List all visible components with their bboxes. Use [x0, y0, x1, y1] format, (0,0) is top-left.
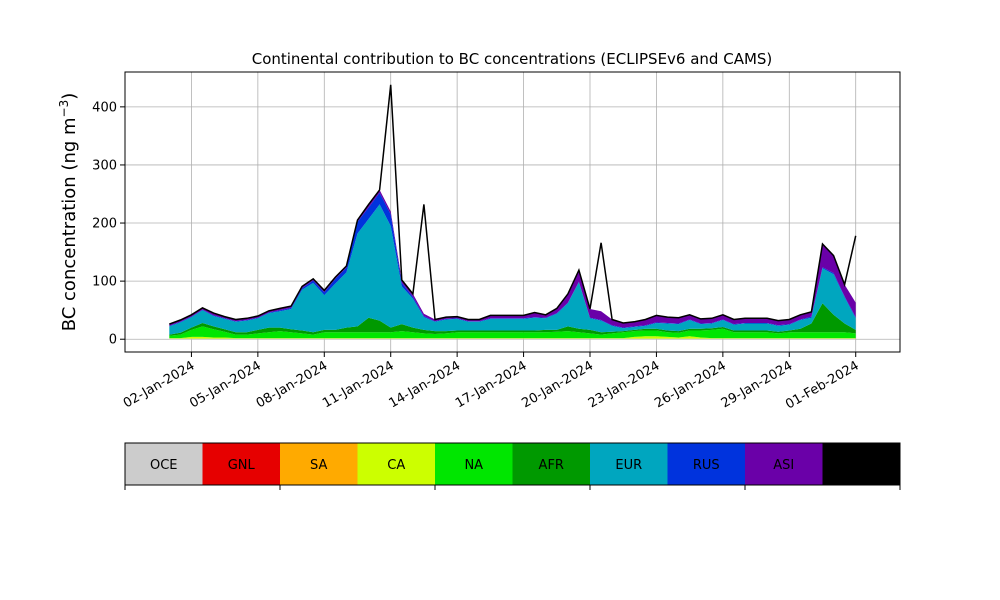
legend-label-ca: CA	[387, 458, 405, 473]
plot-area	[124, 71, 901, 353]
legend-label-asi: ASI	[773, 458, 794, 473]
legend-swatch-oce	[125, 443, 203, 485]
area-oce	[169, 338, 856, 340]
x-tick-label: 11-Jan-2024	[320, 358, 397, 411]
grid-lines	[125, 72, 900, 352]
y-tick-label: 400	[92, 100, 117, 115]
y-axis-label: BC concentration (ng m−3)	[57, 93, 80, 332]
legend-swatch-sa	[280, 443, 358, 485]
legend-swatch-gnl	[202, 443, 281, 485]
legend-label-aus: AUS	[848, 458, 875, 473]
x-tick-label: 14-Jan-2024	[387, 358, 464, 411]
x-tick-label: 20-Jan-2024	[519, 358, 596, 411]
x-tick-label: 01-Feb-2024	[783, 358, 862, 412]
area-afr	[169, 303, 856, 336]
legend-swatch-rus	[667, 443, 746, 485]
y-tick-label: 200	[92, 217, 117, 232]
legend-swatch-ca	[357, 443, 436, 485]
x-tick-label: 05-Jan-2024	[187, 358, 264, 411]
legend-frame	[124, 442, 901, 486]
x-tick-label: 02-Jan-2024	[121, 358, 198, 411]
chart-title: Continental contribution to BC concentra…	[252, 50, 773, 68]
x-tick-label: 17-Jan-2024	[453, 358, 530, 411]
area-na	[169, 326, 856, 339]
legend-label-rus: RUS	[693, 458, 720, 473]
y-tick-label: 300	[92, 158, 117, 173]
y-axis-label-exponent: −3	[57, 100, 71, 118]
y-tick-label: 0	[109, 333, 117, 348]
x-tick-label: 23-Jan-2024	[586, 358, 663, 411]
plot-background	[125, 72, 900, 352]
legend-label-na: NA	[464, 458, 483, 473]
x-axis: 02-Jan-202405-Jan-202408-Jan-202411-Jan-…	[121, 352, 862, 412]
plot-frame	[124, 71, 901, 353]
legend-colorbar: OCE GNL SA CA NA AFR EUR RUS ASI AUS	[124, 442, 901, 490]
stacked-areas	[169, 189, 856, 340]
y-axis: 0 100 200 300 400	[92, 100, 125, 348]
legend-label-eur: EUR	[615, 458, 642, 473]
y-axis-label-close: )	[59, 93, 80, 100]
y-axis-label-main: BC concentration (ng m	[59, 117, 80, 331]
x-tick-label: 26-Jan-2024	[652, 358, 729, 411]
legend-label-oce: OCE	[150, 458, 178, 473]
legend-swatch-afr	[512, 443, 591, 485]
legend-label-gnl: GNL	[228, 458, 256, 473]
legend-label-sa: SA	[310, 458, 327, 473]
legend-swatch-na	[435, 443, 513, 485]
legend-swatch-eur	[590, 443, 668, 485]
legend-swatch-aus	[822, 443, 901, 485]
x-tick-label: 08-Jan-2024	[254, 358, 331, 411]
legend-swatch-asi	[745, 443, 823, 485]
x-tick-label: 29-Jan-2024	[719, 358, 796, 411]
y-tick-label: 100	[92, 275, 117, 290]
area-eur	[169, 204, 856, 335]
area-ca	[169, 336, 856, 339]
total-line	[169, 84, 857, 325]
legend-label-afr: AFR	[539, 458, 564, 473]
